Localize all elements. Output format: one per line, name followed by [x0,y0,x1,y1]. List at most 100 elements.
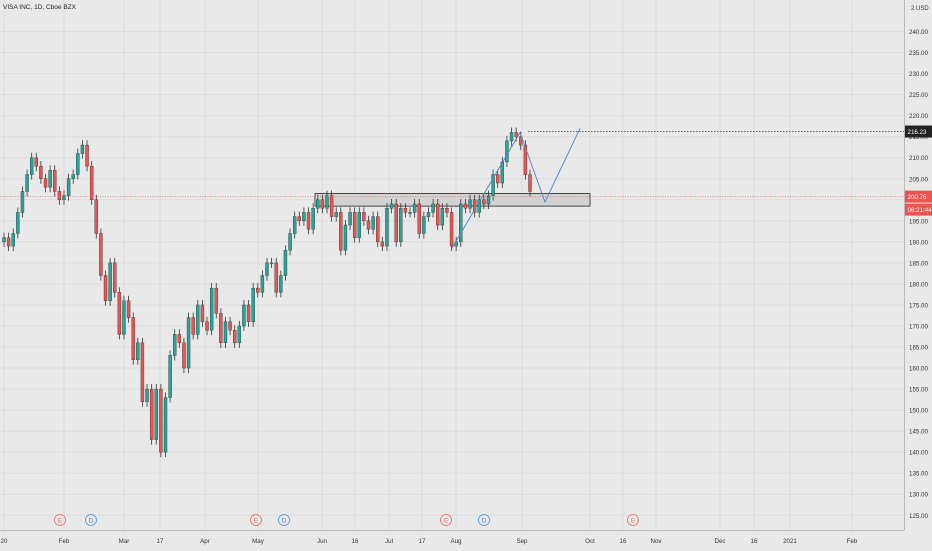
candle-body [496,175,499,183]
price-tick-label: 180.00 [909,281,928,288]
time-tick-label: Feb [847,538,858,545]
candle-body [224,322,227,343]
candle-body [279,276,282,293]
event-marker-label: D [282,518,287,525]
price-tick-label: 175.00 [909,302,928,309]
candle-body [450,212,453,246]
candle-body [219,313,222,342]
event-marker-label: E [444,518,449,525]
candle-body [215,288,218,313]
candle-body [3,238,6,242]
candle-body [505,141,508,162]
time-tick-label: 2021 [783,538,797,545]
time-tick-label: Dec [714,538,725,545]
candle-body [141,343,144,402]
time-tick-label: Sep [516,538,528,545]
price-tick-label: 205.00 [909,176,928,183]
candle-body [21,191,24,212]
price-tick-label: 240.00 [909,29,928,36]
candles [3,127,532,457]
price-tick-label: 185.00 [909,260,928,267]
candle-body [469,200,472,208]
candle-body [90,166,93,200]
event-marker-label: E [631,518,636,525]
candle-body [445,208,448,212]
candle-body [127,301,130,318]
support-zone-rect [315,193,590,206]
candle-body [335,212,338,216]
candle-body [390,204,393,208]
candle-body [182,343,185,368]
candle-body [67,179,70,196]
candle-body [358,212,361,237]
candle-body [76,154,79,175]
price-tick-label: 195.00 [909,218,928,225]
candle-body [344,225,347,250]
candle-body [118,292,121,334]
currency-label: 2 USD [911,6,929,12]
candle-body [330,196,333,217]
candle-body [339,212,342,250]
price-tick-label: 150.00 [909,408,928,415]
event-marker-label: E [254,518,259,525]
time-tick-label: Nov [650,538,662,545]
candle-body [404,208,407,212]
candle-body [58,191,61,199]
candle-body [289,233,292,250]
price-tick-label: 140.00 [909,450,928,457]
event-marker-label: D [89,518,94,525]
candle-body [201,305,204,322]
candle-body [275,263,278,292]
candle-body [39,166,42,179]
candle-body [385,208,388,246]
candle-body [99,233,102,275]
candle-body [164,398,167,453]
candle-body [169,355,172,397]
time-tick-label: Jun [317,538,328,545]
candle-body [270,263,273,264]
candle-body [316,200,319,208]
price-tick-label: 210.00 [909,155,928,162]
candle-body [436,204,439,225]
candle-body [192,318,195,335]
current-price-badge-label: 200.76 [908,194,927,201]
candle-body [349,212,352,225]
candle-body [81,145,84,153]
candle-body [178,334,181,342]
candle-body [321,200,324,208]
time-tick-label: 16 [751,538,758,545]
time-tick-label: Apr [200,538,210,545]
candle-body [529,175,532,192]
candle-body [146,389,149,402]
candle-body [122,301,125,335]
price-tick-label: 155.00 [909,387,928,394]
candle-body [44,179,47,187]
candle-body [353,212,356,237]
candle-body [72,175,75,179]
countdown-badge-label: 06:21:44 [908,207,932,214]
time-tick-label: May [252,538,265,545]
candle-body [432,204,435,212]
candle-body [372,217,375,230]
candle-body [362,212,365,220]
event-marker-label: E [58,518,63,525]
price-tick-label: 235.00 [909,50,928,57]
candle-body [256,288,259,292]
candle-body [7,238,10,246]
support-zone [315,193,590,206]
candle-body [206,322,209,330]
candle-body [464,204,467,208]
price-tick-label: 160.00 [909,366,928,373]
candle-body [95,200,98,234]
price-tick-label: 225.00 [909,92,928,99]
price-tick-label: 170.00 [909,323,928,330]
price-tick-label: 145.00 [909,429,928,436]
price-tick-label: 135.00 [909,471,928,478]
candle-body [376,217,379,242]
projection-path [452,128,580,248]
candle-body [49,170,52,187]
